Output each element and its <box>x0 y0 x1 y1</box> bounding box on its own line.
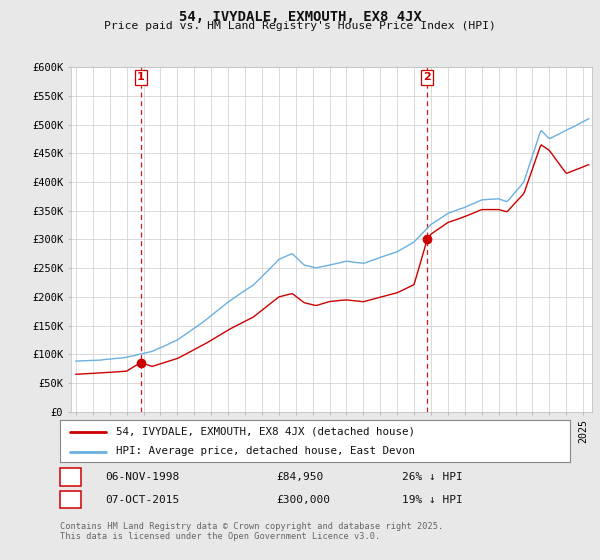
Text: 26% ↓ HPI: 26% ↓ HPI <box>402 472 463 482</box>
Text: £84,950: £84,950 <box>276 472 323 482</box>
Text: Contains HM Land Registry data © Crown copyright and database right 2025.: Contains HM Land Registry data © Crown c… <box>60 522 443 531</box>
Text: 06-NOV-1998: 06-NOV-1998 <box>105 472 179 482</box>
Text: 2: 2 <box>423 72 431 82</box>
Text: 2: 2 <box>67 493 74 506</box>
Text: HPI: Average price, detached house, East Devon: HPI: Average price, detached house, East… <box>116 446 415 456</box>
Text: £300,000: £300,000 <box>276 494 330 505</box>
Text: 07-OCT-2015: 07-OCT-2015 <box>105 494 179 505</box>
Text: 1: 1 <box>67 470 74 484</box>
Text: 54, IVYDALE, EXMOUTH, EX8 4JX (detached house): 54, IVYDALE, EXMOUTH, EX8 4JX (detached … <box>116 427 415 437</box>
Text: This data is licensed under the Open Government Licence v3.0.: This data is licensed under the Open Gov… <box>60 532 380 541</box>
Text: 19% ↓ HPI: 19% ↓ HPI <box>402 494 463 505</box>
Text: 54, IVYDALE, EXMOUTH, EX8 4JX: 54, IVYDALE, EXMOUTH, EX8 4JX <box>179 10 421 24</box>
Text: 1: 1 <box>137 72 145 82</box>
Text: Price paid vs. HM Land Registry's House Price Index (HPI): Price paid vs. HM Land Registry's House … <box>104 21 496 31</box>
